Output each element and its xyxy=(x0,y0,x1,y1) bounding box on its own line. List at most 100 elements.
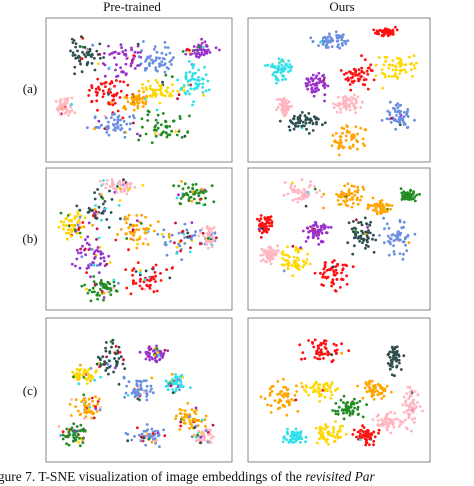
embedding-point xyxy=(78,215,82,219)
embedding-point xyxy=(186,235,189,239)
embedding-point xyxy=(188,427,191,430)
embedding-point xyxy=(387,226,391,230)
embedding-point xyxy=(117,345,121,349)
embedding-point xyxy=(343,263,347,267)
embedding-point xyxy=(364,382,368,386)
embedding-point xyxy=(81,244,84,248)
embedding-point xyxy=(177,93,181,96)
embedding-point xyxy=(88,262,92,266)
embedding-point xyxy=(406,115,410,118)
embedding-point xyxy=(286,427,289,431)
embedding-point xyxy=(72,375,75,379)
embedding-point xyxy=(96,291,100,295)
embedding-point xyxy=(148,87,152,90)
embedding-point xyxy=(147,347,151,351)
embedding-point xyxy=(197,51,201,55)
embedding-point xyxy=(318,353,322,357)
embedding-point xyxy=(362,76,366,79)
embedding-point xyxy=(164,384,168,388)
embedding-point xyxy=(77,219,81,222)
embedding-point xyxy=(369,436,372,440)
embedding-point xyxy=(138,271,142,274)
embedding-point xyxy=(201,77,205,81)
embedding-point xyxy=(119,123,123,127)
embedding-point xyxy=(132,121,135,125)
embedding-point xyxy=(316,386,320,390)
embedding-point xyxy=(167,67,170,71)
embedding-point xyxy=(287,100,291,104)
embedding-point xyxy=(145,384,149,388)
embedding-point xyxy=(325,276,328,280)
embedding-point xyxy=(364,246,367,250)
embedding-point xyxy=(392,244,395,248)
embedding-point xyxy=(385,384,389,388)
embedding-point xyxy=(99,358,102,362)
embedding-point xyxy=(336,430,340,433)
embedding-point xyxy=(59,434,63,437)
embedding-point xyxy=(322,192,326,196)
embedding-point xyxy=(314,87,317,90)
embedding-point xyxy=(295,263,299,267)
embedding-point xyxy=(161,93,165,97)
embedding-point xyxy=(367,432,370,436)
embedding-point xyxy=(98,408,102,412)
embedding-point xyxy=(404,243,407,247)
embedding-point xyxy=(208,51,212,54)
embedding-point xyxy=(83,407,87,411)
embedding-point xyxy=(387,352,391,356)
embedding-point xyxy=(175,245,179,249)
embedding-point xyxy=(345,406,348,410)
embedding-point xyxy=(287,125,291,129)
embedding-point xyxy=(318,437,321,441)
embedding-point xyxy=(102,296,106,299)
embedding-point xyxy=(82,398,85,402)
embedding-point xyxy=(105,218,109,221)
embedding-point xyxy=(319,40,322,44)
embedding-point xyxy=(387,66,391,70)
embedding-point xyxy=(342,199,346,203)
embedding-point xyxy=(149,84,152,88)
embedding-point xyxy=(99,279,103,282)
embedding-point xyxy=(207,88,211,92)
embedding-point xyxy=(79,368,83,371)
embedding-point xyxy=(386,210,389,213)
embedding-point xyxy=(209,231,213,235)
embedding-point xyxy=(124,62,128,66)
embedding-point xyxy=(188,196,191,200)
embedding-point xyxy=(129,62,133,65)
embedding-point xyxy=(282,253,285,256)
embedding-point xyxy=(73,53,77,57)
embedding-point xyxy=(202,436,206,439)
embedding-point xyxy=(403,110,406,114)
embedding-point xyxy=(90,100,94,104)
embedding-point xyxy=(351,252,355,256)
embedding-point xyxy=(122,70,126,74)
embedding-point xyxy=(380,68,384,71)
embedding-point xyxy=(157,88,161,92)
embedding-point xyxy=(186,401,190,405)
embedding-point xyxy=(119,66,122,70)
embedding-point xyxy=(73,111,77,115)
embedding-point xyxy=(303,388,306,392)
embedding-point xyxy=(280,63,284,67)
embedding-point xyxy=(108,359,111,363)
embedding-point xyxy=(338,427,342,431)
embedding-point xyxy=(152,290,156,294)
embedding-point xyxy=(114,359,118,363)
embedding-point xyxy=(362,426,366,429)
embedding-point xyxy=(413,118,416,122)
embedding-point xyxy=(91,399,94,403)
embedding-point xyxy=(185,228,189,232)
embedding-point xyxy=(305,226,309,230)
embedding-point xyxy=(79,235,83,239)
embedding-point xyxy=(405,113,408,117)
embedding-point xyxy=(188,114,191,118)
embedding-point xyxy=(145,94,149,98)
embedding-point xyxy=(273,399,277,403)
embedding-point xyxy=(381,209,384,213)
embedding-point xyxy=(176,78,180,82)
embedding-point xyxy=(212,200,216,204)
embedding-point xyxy=(397,62,400,66)
embedding-point xyxy=(74,429,77,433)
embedding-point xyxy=(124,52,128,56)
